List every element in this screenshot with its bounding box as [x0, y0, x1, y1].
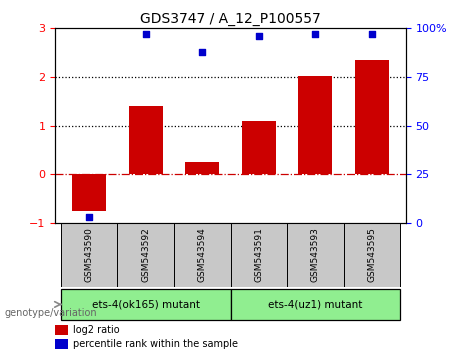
Text: GSM543590: GSM543590	[85, 227, 94, 282]
Point	[368, 32, 375, 37]
Bar	[55, 325, 68, 335]
Text: genotype/variation: genotype/variation	[5, 308, 97, 318]
Text: percentile rank within the sample: percentile rank within the sample	[73, 339, 238, 349]
Text: GSM543595: GSM543595	[367, 227, 376, 282]
Bar	[61, 223, 118, 287]
Text: log2 ratio: log2 ratio	[73, 325, 119, 335]
Bar	[174, 223, 230, 287]
Text: ets-4(ok165) mutant: ets-4(ok165) mutant	[92, 299, 200, 309]
Point	[312, 32, 319, 37]
Bar	[118, 223, 174, 287]
Bar	[355, 60, 389, 175]
Point	[142, 32, 149, 37]
Bar	[230, 289, 400, 320]
Point	[86, 214, 93, 220]
Title: GDS3747 / A_12_P100557: GDS3747 / A_12_P100557	[140, 12, 321, 26]
Point	[255, 33, 262, 39]
Bar	[230, 223, 287, 287]
Text: GSM543592: GSM543592	[141, 228, 150, 282]
Bar	[242, 121, 276, 175]
Bar	[55, 339, 68, 349]
Bar	[72, 175, 106, 211]
Bar	[61, 289, 230, 320]
Text: GSM543591: GSM543591	[254, 227, 263, 282]
Bar	[343, 223, 400, 287]
Text: GSM543594: GSM543594	[198, 228, 207, 282]
Text: ets-4(uz1) mutant: ets-4(uz1) mutant	[268, 299, 362, 309]
Text: GSM543593: GSM543593	[311, 227, 320, 282]
Bar	[298, 76, 332, 175]
Bar	[287, 223, 343, 287]
Bar	[185, 162, 219, 175]
Point	[199, 49, 206, 55]
Bar	[129, 106, 163, 175]
